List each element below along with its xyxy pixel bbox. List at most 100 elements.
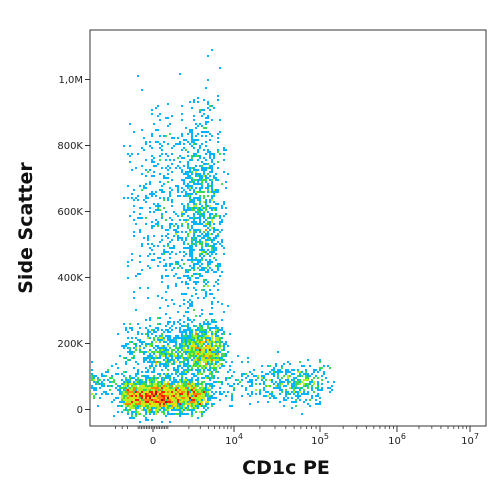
event-dot <box>201 397 203 399</box>
event-dot <box>321 379 323 381</box>
event-dot <box>211 183 213 185</box>
event-dot <box>137 413 139 415</box>
event-dot <box>153 165 155 167</box>
event-dot <box>163 413 165 415</box>
event-dot <box>303 393 305 395</box>
event-dot <box>203 163 205 165</box>
event-dot <box>185 239 187 241</box>
event-dot <box>197 181 199 183</box>
event-dot <box>153 385 155 387</box>
event-dot <box>133 407 135 409</box>
event-dot <box>201 329 203 331</box>
event-dot <box>125 401 127 403</box>
event-dot <box>221 241 223 243</box>
event-dot <box>123 323 125 325</box>
event-dot <box>145 223 147 225</box>
event-dot <box>167 245 169 247</box>
event-dot <box>209 199 211 201</box>
event-dot <box>145 403 147 405</box>
event-dot <box>183 339 185 341</box>
event-dot <box>169 331 171 333</box>
event-dot <box>149 397 151 399</box>
event-dot <box>175 361 177 363</box>
event-dot <box>215 335 217 337</box>
event-dot <box>173 159 175 161</box>
event-dot <box>163 373 165 375</box>
event-dot <box>167 331 169 333</box>
event-dot <box>139 273 141 275</box>
event-dot <box>267 401 269 403</box>
event-dot <box>205 363 207 365</box>
event-dot <box>153 339 155 341</box>
event-dot <box>157 203 159 205</box>
event-dot <box>221 183 223 185</box>
event-dot <box>229 377 231 379</box>
event-dot <box>219 275 221 277</box>
event-dot <box>195 259 197 261</box>
event-dot <box>169 159 171 161</box>
event-dot <box>181 403 183 405</box>
event-dot <box>211 303 213 305</box>
event-dot <box>155 331 157 333</box>
event-dot <box>227 371 229 373</box>
event-dot <box>195 383 197 385</box>
event-dot <box>197 261 199 263</box>
event-dot <box>157 339 159 341</box>
event-dot <box>191 305 193 307</box>
event-dot <box>123 197 125 199</box>
event-dot <box>125 329 127 331</box>
event-dot <box>193 345 195 347</box>
event-dot <box>143 383 145 385</box>
event-dot <box>191 107 193 109</box>
event-dot <box>157 225 159 227</box>
event-dot <box>183 343 185 345</box>
event-dot <box>185 221 187 223</box>
event-dot <box>155 391 157 393</box>
event-dot <box>195 337 197 339</box>
event-dot <box>203 201 205 203</box>
event-dot <box>91 369 93 371</box>
event-dot <box>183 345 185 347</box>
event-dot <box>133 291 135 293</box>
event-dot <box>193 409 195 411</box>
event-dot <box>219 217 221 219</box>
event-dot <box>221 381 223 383</box>
event-dot <box>147 333 149 335</box>
event-dot <box>179 365 181 367</box>
event-dot <box>177 397 179 399</box>
event-dot <box>163 183 165 185</box>
event-dot <box>195 245 197 247</box>
event-dot <box>307 387 309 389</box>
event-dot <box>275 381 277 383</box>
event-dot <box>189 279 191 281</box>
event-dot <box>169 385 171 387</box>
event-dot <box>199 273 201 275</box>
event-dot <box>175 401 177 403</box>
event-dot <box>161 383 163 385</box>
event-dot <box>161 145 163 147</box>
event-dot <box>187 325 189 327</box>
event-dot <box>191 409 193 411</box>
event-dot <box>171 407 173 409</box>
event-dot <box>215 397 217 399</box>
event-dot <box>189 387 191 389</box>
event-dot <box>195 229 197 231</box>
event-dot <box>315 375 317 377</box>
event-dot <box>197 339 199 341</box>
event-dot <box>187 337 189 339</box>
event-dot <box>187 155 189 157</box>
event-dot <box>183 181 185 183</box>
event-dot <box>187 185 189 187</box>
event-dot <box>227 391 229 393</box>
event-dot <box>215 243 217 245</box>
event-dot <box>175 263 177 265</box>
event-dot <box>311 389 313 391</box>
event-dot <box>159 361 161 363</box>
event-dot <box>205 291 207 293</box>
event-dot <box>229 385 231 387</box>
event-dot <box>187 167 189 169</box>
event-dot <box>195 127 197 129</box>
event-dot <box>101 373 103 375</box>
event-dot <box>203 285 205 287</box>
event-dot <box>205 345 207 347</box>
